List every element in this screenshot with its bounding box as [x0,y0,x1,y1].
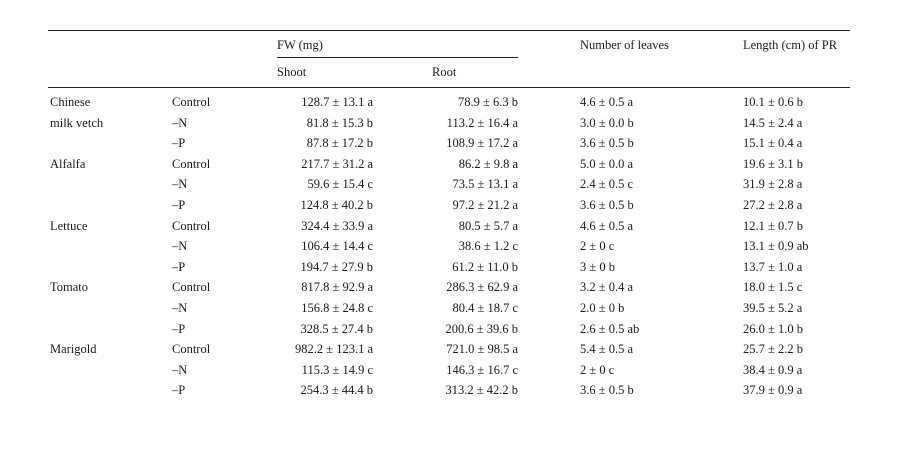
root-cell: 146.3 ± 16.7 c [446,362,518,377]
species-cell: Marigold [50,342,97,357]
treatment-cell: Control [172,280,211,295]
leaves-cell: 3.6 ± 0.5 b [580,136,634,151]
root-cell: 86.2 ± 9.8 a [458,156,518,171]
root-cell: 38.6 ± 1.2 c [458,239,518,254]
leaves-cell: 2.4 ± 0.5 c [580,177,634,192]
shoot-cell: 124.8 ± 40.2 b [300,198,374,212]
treatment-cell: Control [172,218,211,233]
shoot-cell: 254.3 ± 44.4 b [300,383,374,398]
shoot-cell: 106.4 ± 14.4 c [301,239,373,254]
length-cell: 13.1 ± 0.9 ab [743,239,809,254]
species-cell: Chinese [50,95,91,109]
treatment-cell: –N [172,239,188,254]
length-cell: 19.6 ± 3.1 b [743,156,803,171]
shoot-cell: 115.3 ± 14.9 c [301,362,373,377]
leaves-cell: 3.2 ± 0.4 a [580,280,634,295]
shoot-cell: 982.2 ± 123.1 a [294,342,373,357]
leaves-cell: 5.0 ± 0.0 a [580,156,634,171]
root-cell: 113.2 ± 16.4 a [446,115,518,130]
treatment-cell: –N [172,362,188,377]
leaves-cell: 4.6 ± 0.5 a [580,95,634,109]
leaves-cell: 2.0 ± 0 b [580,301,625,315]
leaves-cell: 2 ± 0 c [580,239,615,254]
top-rule [48,30,850,31]
shoot-cell: 128.7 ± 13.1 a [301,95,373,109]
leaves-cell: 4.6 ± 0.5 a [580,218,634,233]
length-cell: 25.7 ± 2.2 b [743,342,803,357]
fw-sub-rule [277,57,518,58]
shoot-cell: 87.8 ± 17.2 b [306,136,373,151]
leaves-cell: 2.6 ± 0.5 ab [580,321,640,336]
root-cell: 313.2 ± 42.2 b [445,383,519,398]
treatment-cell: Control [172,95,211,109]
root-cell: 78.9 ± 6.3 b [458,95,518,109]
leaves-cell: 3 ± 0 b [580,259,615,274]
species-cell: milk vetch [50,115,104,130]
leaves-cell: 2 ± 0 c [580,362,615,377]
shoot-cell: 817.8 ± 92.9 a [301,280,373,295]
treatment-cell: –P [172,321,186,336]
length-cell: 18.0 ± 1.5 c [743,280,803,295]
length-cell: 15.1 ± 0.4 a [743,136,803,151]
leaves-cell: 3.0 ± 0.0 b [580,115,634,130]
treatment-cell: –N [172,177,188,192]
root-cell: 73.5 ± 13.1 a [452,177,518,192]
length-cell: 10.1 ± 0.6 b [743,95,803,109]
treatment-cell: –P [172,136,186,151]
fw-header: FW (mg) [277,38,323,52]
length-cell: 14.5 ± 2.4 a [743,115,803,130]
shoot-cell: 194.7 ± 27.9 b [300,259,374,274]
root-header: Root [432,65,457,79]
species-cell: Alfalfa [50,156,86,171]
length-cell: 37.9 ± 0.9 a [743,383,803,398]
length-cell: 39.5 ± 5.2 a [743,301,803,315]
length-cell: 26.0 ± 1.0 b [743,321,803,336]
species-cell: Lettuce [50,218,88,233]
treatment-cell: –N [172,115,188,130]
length-header: Length (cm) of PR [743,38,838,52]
leaves-cell: 5.4 ± 0.5 a [580,342,634,357]
length-cell: 13.7 ± 1.0 a [743,259,803,274]
length-cell: 27.2 ± 2.8 a [743,198,803,212]
root-cell: 61.2 ± 11.0 b [452,259,518,274]
shoot-cell: 328.5 ± 27.4 b [300,321,374,336]
treatment-cell: –P [172,259,186,274]
species-cell: Tomato [50,280,89,295]
root-cell: 200.6 ± 39.6 b [445,321,519,336]
root-cell: 721.0 ± 98.5 a [446,342,518,357]
shoot-cell: 156.8 ± 24.8 c [301,301,373,315]
shoot-cell: 324.4 ± 33.9 a [301,218,373,233]
root-cell: 97.2 ± 21.2 a [452,198,518,212]
leaves-cell: 3.6 ± 0.5 b [580,383,634,398]
root-cell: 286.3 ± 62.9 a [446,280,518,295]
length-cell: 38.4 ± 0.9 a [743,362,803,377]
header-bottom-rule [48,87,850,88]
leaves-cell: 3.6 ± 0.5 b [580,198,634,212]
shoot-cell: 217.7 ± 31.2 a [301,156,373,171]
root-cell: 80.5 ± 5.7 a [458,218,518,233]
treatment-cell: –P [172,198,186,212]
leaves-header: Number of leaves [580,38,669,52]
treatment-cell: Control [172,156,211,171]
treatment-cell: –P [172,383,186,398]
shoot-cell: 59.6 ± 15.4 c [307,177,373,192]
treatment-cell: –N [172,301,188,315]
length-cell: 12.1 ± 0.7 b [743,218,803,233]
root-cell: 108.9 ± 17.2 a [446,136,518,151]
treatment-cell: Control [172,342,211,357]
root-cell: 80.4 ± 18.7 c [452,301,518,315]
shoot-cell: 81.8 ± 15.3 b [306,115,373,130]
length-cell: 31.9 ± 2.8 a [743,177,803,192]
shoot-header: Shoot [277,65,307,79]
